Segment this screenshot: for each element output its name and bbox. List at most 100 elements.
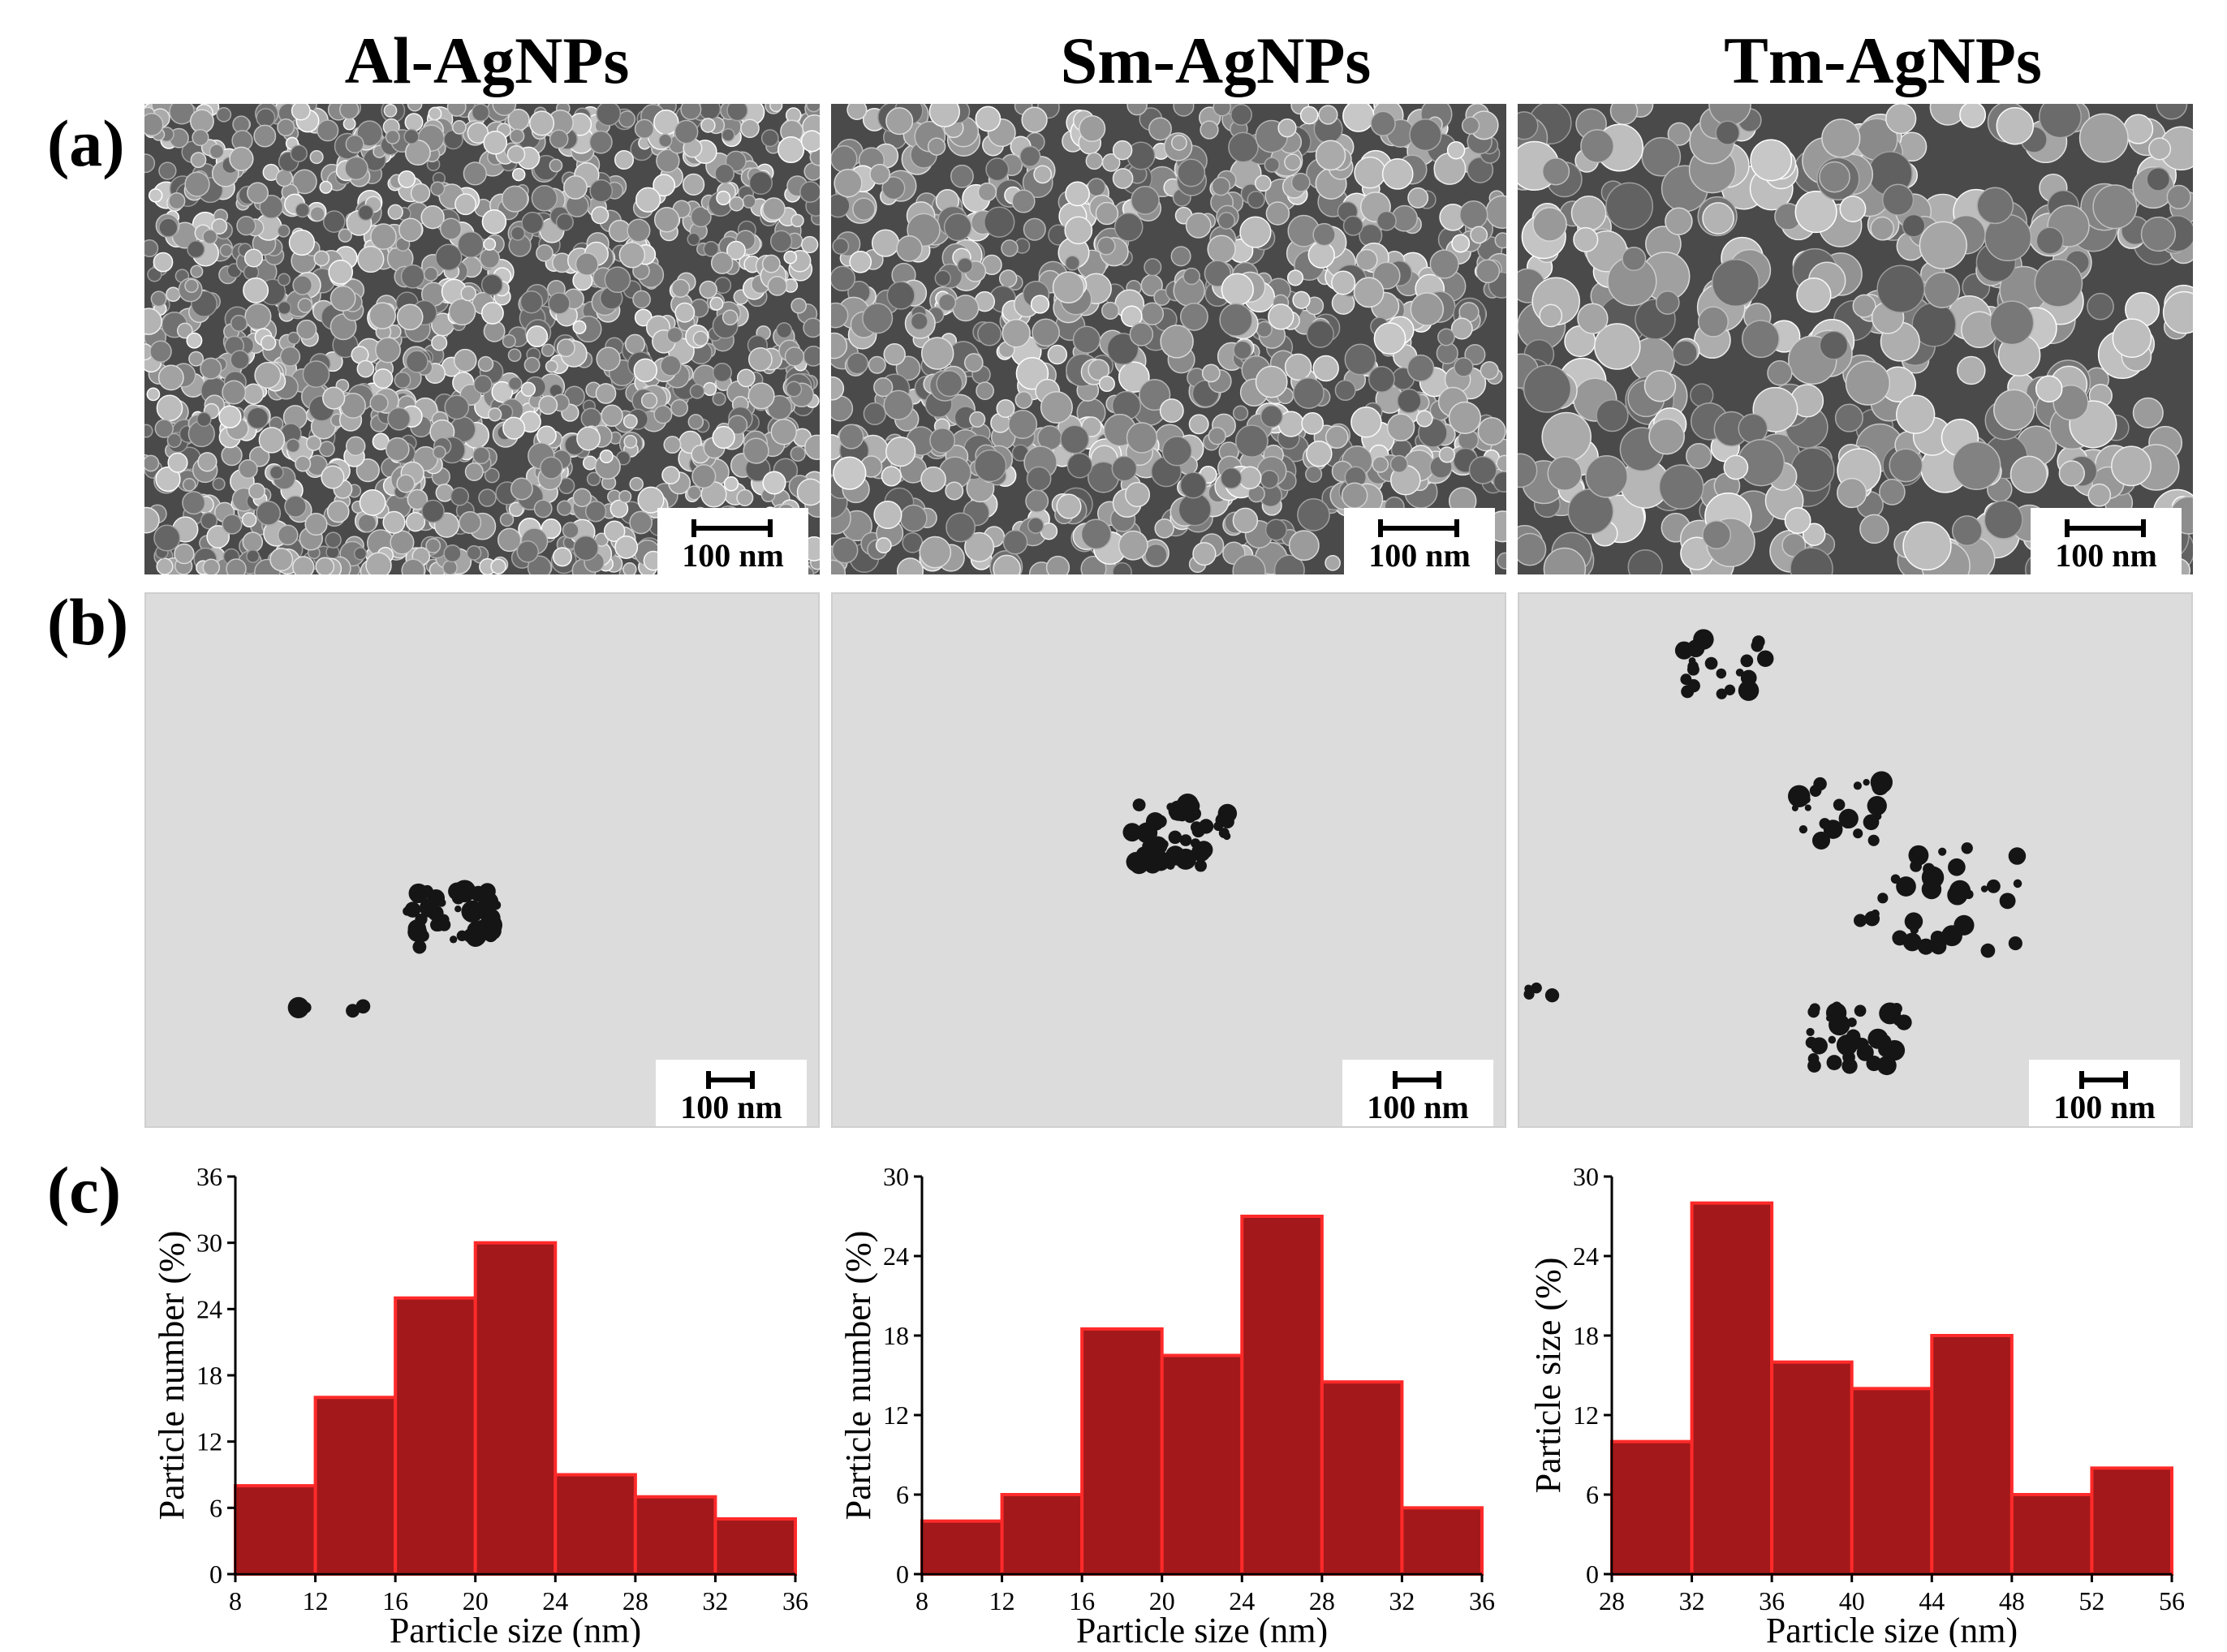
grain [690, 206, 712, 228]
grain [1148, 117, 1172, 141]
grain [344, 156, 368, 181]
grain [1106, 333, 1139, 365]
grain [277, 524, 299, 546]
nanoparticle [454, 906, 462, 913]
grain [277, 118, 295, 137]
grain [599, 449, 614, 464]
nanoparticle [1832, 1001, 1842, 1012]
grain [243, 383, 265, 405]
histogram-bar [313, 1396, 398, 1576]
grain [832, 237, 850, 255]
tem-particles [287, 880, 502, 1019]
nanoparticle [1902, 932, 1922, 952]
grain [1114, 213, 1144, 242]
grain [394, 372, 411, 389]
x-axis-label: Particle size (nm) [390, 1611, 641, 1647]
grain [1095, 201, 1119, 226]
grain [480, 301, 504, 325]
nanoparticle [1930, 938, 1947, 955]
grain [192, 128, 209, 147]
y-tick-label: 12 [196, 1427, 222, 1456]
grain [1307, 241, 1335, 269]
grain [1397, 388, 1422, 414]
grain [586, 471, 601, 487]
x-tick-label: 56 [2159, 1586, 2185, 1615]
histogram-bar [1160, 1353, 1244, 1576]
nanoparticle [1132, 798, 1146, 811]
grain [576, 426, 601, 451]
grain [637, 486, 665, 514]
grain [148, 188, 163, 203]
grain [279, 346, 301, 368]
grain [277, 224, 291, 238]
grain [157, 364, 184, 391]
grain [526, 325, 549, 348]
histogram-sm-agnps: 0 6 12 18 24 30 8 12 16 20 24 28 32 36 Particle size (… [838, 1162, 1495, 1647]
grain [1341, 482, 1368, 509]
grain [957, 257, 973, 274]
grain [460, 285, 476, 302]
grain [2035, 375, 2063, 402]
grain [244, 303, 272, 330]
grain [883, 389, 914, 420]
nanoparticle [1806, 1027, 1815, 1036]
grain [1255, 365, 1288, 398]
grain [1951, 515, 1983, 547]
grain [1112, 561, 1132, 574]
grain [423, 266, 439, 282]
grain [169, 104, 195, 125]
grain [1060, 424, 1090, 454]
grain [1989, 300, 2035, 346]
y-tick-label: 30 [883, 1162, 909, 1191]
grain [253, 124, 277, 148]
grain [405, 512, 426, 532]
grain [2162, 290, 2193, 334]
nanoparticle [1724, 684, 1736, 695]
grain [536, 425, 557, 446]
grain [881, 176, 906, 200]
grain [342, 117, 356, 131]
grain [555, 213, 574, 231]
grain [1386, 413, 1415, 442]
sem-texture [831, 104, 1506, 574]
nanoparticle [346, 1004, 360, 1018]
grain [318, 441, 335, 458]
grain [357, 513, 377, 533]
grain [801, 235, 819, 254]
grain [304, 513, 328, 536]
x-tick-label: 8 [229, 1586, 242, 1615]
grain [457, 231, 485, 258]
grain [747, 346, 773, 372]
grain [629, 476, 644, 492]
grain [831, 302, 849, 329]
grain [2092, 184, 2138, 230]
grain [433, 445, 446, 459]
grain [1208, 427, 1226, 445]
grain [1497, 552, 1506, 570]
nanoparticle [287, 996, 309, 1019]
x-tick-label: 24 [1229, 1586, 1255, 1615]
grain [1230, 104, 1252, 126]
grain [531, 185, 558, 212]
grain [158, 217, 179, 238]
grain [1219, 303, 1253, 337]
grain [1993, 389, 2035, 431]
grain [846, 352, 869, 375]
grain [510, 477, 533, 501]
x-tick-label: 32 [1389, 1586, 1415, 1615]
grain [1284, 353, 1312, 381]
column-title-tm-agnps: Tm-AgNPs [1724, 24, 2042, 97]
nanoparticle [1846, 1029, 1861, 1044]
grain [1902, 213, 1926, 238]
grain [1742, 320, 1780, 359]
y-tick-label: 6 [209, 1493, 222, 1522]
grain [881, 466, 902, 487]
grain [313, 250, 330, 267]
grain [698, 104, 722, 121]
grain [1025, 489, 1049, 514]
grain [1312, 355, 1339, 382]
nanoparticle [1686, 679, 1700, 693]
grain [722, 309, 739, 326]
grain [1406, 354, 1435, 382]
grain [1221, 273, 1254, 306]
